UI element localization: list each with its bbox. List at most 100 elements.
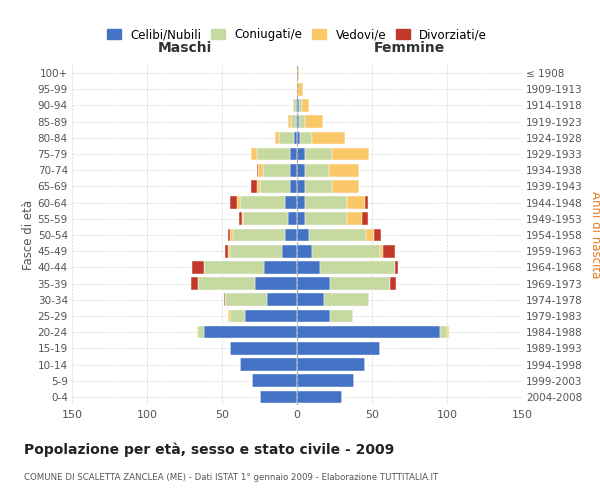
Bar <box>198 326 204 338</box>
Bar <box>347 196 365 209</box>
Y-axis label: Anni di nascita: Anni di nascita <box>589 192 600 278</box>
Bar <box>267 294 297 306</box>
Bar <box>330 310 353 322</box>
Bar <box>228 310 229 322</box>
Bar <box>245 310 297 322</box>
Bar <box>285 196 297 209</box>
Bar <box>331 180 359 192</box>
Bar <box>237 196 240 209</box>
Bar <box>204 261 264 274</box>
Text: COMUNE DI SCALETTA ZANCLEA (ME) - Dati ISTAT 1° gennaio 2009 - Elaborazione TUTT: COMUNE DI SCALETTA ZANCLEA (ME) - Dati I… <box>24 472 438 482</box>
Bar <box>297 245 312 258</box>
Bar <box>225 245 228 258</box>
Text: Femmine: Femmine <box>374 42 445 56</box>
Text: Popolazione per età, sesso e stato civile - 2009: Popolazione per età, sesso e stato civil… <box>24 442 394 457</box>
Bar <box>290 164 297 176</box>
Legend: Celibi/Nubili, Coniugati/e, Vedovi/e, Divorziati/e: Celibi/Nubili, Coniugati/e, Vedovi/e, Di… <box>102 24 492 46</box>
Bar <box>297 326 439 338</box>
Bar <box>252 374 297 387</box>
Bar <box>296 116 297 128</box>
Bar <box>257 180 260 192</box>
Bar <box>279 132 294 144</box>
Bar <box>366 228 373 241</box>
Bar <box>305 148 331 160</box>
Bar <box>297 67 299 80</box>
Bar <box>233 228 285 241</box>
Bar <box>305 164 329 176</box>
Bar <box>297 342 380 354</box>
Bar <box>288 116 291 128</box>
Bar <box>257 148 290 160</box>
Bar <box>361 212 367 225</box>
Bar <box>297 228 309 241</box>
Y-axis label: Fasce di età: Fasce di età <box>22 200 35 270</box>
Bar <box>373 228 381 241</box>
Bar <box>447 326 449 338</box>
Bar <box>223 294 225 306</box>
Bar <box>329 164 359 176</box>
Bar <box>330 278 390 290</box>
Bar <box>229 228 233 241</box>
Bar <box>229 245 282 258</box>
Bar <box>297 83 303 96</box>
Bar <box>229 196 237 209</box>
Bar <box>347 212 361 225</box>
Bar <box>229 342 297 354</box>
Bar <box>395 261 398 274</box>
Bar <box>229 310 245 322</box>
Bar <box>228 245 229 258</box>
Bar <box>294 132 297 144</box>
Bar <box>255 278 297 290</box>
Bar <box>297 180 305 192</box>
Bar <box>297 164 305 176</box>
Bar <box>299 116 305 128</box>
Bar <box>324 294 369 306</box>
Bar <box>305 196 347 209</box>
Bar <box>257 164 258 176</box>
Bar <box>251 180 257 192</box>
Bar <box>240 358 297 371</box>
Bar <box>297 278 330 290</box>
Bar <box>297 99 299 112</box>
Bar <box>288 212 297 225</box>
Bar <box>383 245 395 258</box>
Bar <box>297 310 330 322</box>
Bar <box>290 180 297 192</box>
Bar <box>240 196 285 209</box>
Bar <box>239 212 241 225</box>
Bar <box>260 180 290 192</box>
Bar <box>302 99 309 112</box>
Bar <box>331 148 369 160</box>
Bar <box>297 148 305 160</box>
Bar <box>305 212 347 225</box>
Bar <box>309 228 366 241</box>
Bar <box>285 228 297 241</box>
Bar <box>297 212 305 225</box>
Bar <box>275 132 279 144</box>
Bar <box>305 116 323 128</box>
Bar <box>263 164 290 176</box>
Bar <box>320 261 395 274</box>
Bar <box>197 326 198 338</box>
Text: Maschi: Maschi <box>157 42 212 56</box>
Bar <box>390 278 396 290</box>
Bar <box>241 212 243 225</box>
Bar <box>297 196 305 209</box>
Bar <box>260 390 297 403</box>
Bar <box>297 116 299 128</box>
Bar <box>439 326 447 338</box>
Bar <box>225 294 267 306</box>
Bar <box>293 99 296 112</box>
Bar <box>365 196 367 209</box>
Bar <box>192 261 204 274</box>
Bar <box>264 261 297 274</box>
Bar <box>291 116 296 128</box>
Bar <box>296 99 297 112</box>
Bar <box>258 164 263 176</box>
Bar <box>312 132 345 144</box>
Bar <box>297 374 354 387</box>
Bar <box>380 245 383 258</box>
Bar <box>251 148 257 160</box>
Bar <box>297 390 342 403</box>
Bar <box>299 99 302 112</box>
